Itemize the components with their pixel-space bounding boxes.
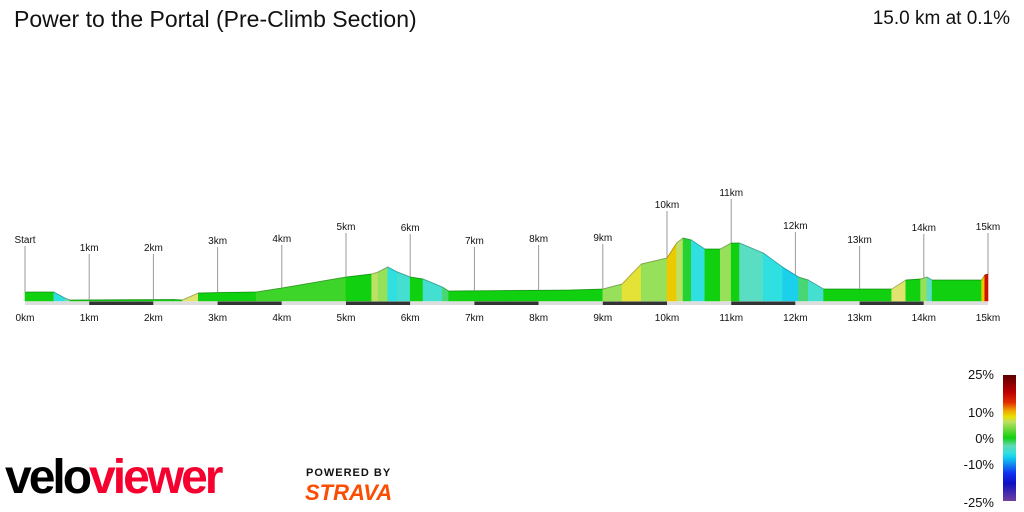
profile-segment [281,276,347,302]
x-tick-label: 1km [80,313,99,324]
profile-segment [377,266,389,302]
axis-km-band [923,301,988,305]
x-tick-label: 7km [465,313,484,324]
page-title: Power to the Portal (Pre-Climb Section) [14,6,417,32]
profile-segment [345,273,372,302]
axis-km-band [410,301,475,305]
km-marker-label: 12km [783,221,807,232]
x-tick-label: 9km [593,313,612,324]
axis-km-band [538,301,603,305]
profile-segment [920,276,928,302]
km-marker-label: 3km [208,236,227,247]
legend-label-minus25: -25% [963,495,994,510]
profile-segment [371,271,379,302]
profile-segment [409,276,424,302]
profile-segment [387,266,398,302]
profile-segment [422,278,443,302]
profile-segment [807,279,824,302]
profile-segment [984,273,989,302]
profile-segment [719,242,732,302]
axis-km-band [217,301,282,305]
x-tick-label: 14km [912,313,936,324]
profile-segment [891,279,907,302]
km-marker-label: 7km [465,236,484,247]
x-tick-label: 13km [847,313,871,324]
legend-label-10: 10% [967,405,994,420]
x-tick-label: 15km [976,313,1000,324]
axis-km-band [795,301,860,305]
km-marker-label: 2km [144,243,163,254]
profile-segment [730,242,740,302]
profile-segment [682,237,692,302]
axis-km-band [89,301,154,305]
axis-km-band [731,301,796,305]
profile-segment [621,263,642,302]
profile-segment [931,279,982,302]
axis-km-band [346,301,411,305]
logo-viewer: viewer [89,451,223,504]
gradient-colorbar [1003,375,1016,501]
km-marker-label: 13km [847,235,871,246]
profile-segment [448,290,507,302]
profile-outline [25,237,989,301]
km-marker-label: 8km [529,234,548,245]
profile-segment [926,276,933,302]
km-marker-label: 11km [719,188,743,199]
axis-km-band [859,301,924,305]
logo-velo: velo [5,451,92,504]
axis-km-band [281,301,346,305]
km-marker-label: Start [14,235,35,246]
profile-segment [506,289,572,302]
profile-segment [691,239,706,302]
x-tick-label: 4km [272,313,291,324]
x-tick-label: 0km [16,313,35,324]
route-summary: 15.0 km at 0.1% [872,8,1010,29]
profile-segment [704,248,721,302]
profile-segment [666,241,677,302]
km-marker-label: 10km [655,200,679,211]
powered-by-label: POWERED BY [306,467,392,479]
x-tick-label: 12km [783,313,807,324]
profile-segment [217,291,257,302]
legend-label-minus10: -10% [963,457,994,472]
profile-segment [641,260,655,302]
km-marker-label: 4km [272,234,291,245]
axis-km-band [153,301,218,305]
profile-segment [676,237,684,302]
profile-segment [798,276,809,302]
profile-segment [24,291,55,302]
profile-segment [198,292,218,302]
x-tick-label: 10km [655,313,679,324]
x-tick-label: 3km [208,313,227,324]
km-marker-label: 14km [912,223,936,234]
profile-segment [905,278,921,302]
legend-label-0: 0% [975,431,994,446]
km-marker-label: 1km [80,243,99,254]
legend-label-25: 25% [967,367,994,382]
strava-logo: STRAVA [305,480,393,505]
veloviewer-logo: veloviewer [5,451,223,504]
x-tick-label: 11km [719,313,743,324]
axis-km-band [602,301,667,305]
km-marker-label: 6km [401,223,420,234]
axis-km-band [25,301,90,305]
x-tick-label: 6km [401,313,420,324]
x-tick-label: 5km [337,313,356,324]
profile-segment [653,257,668,302]
profile-segment [823,288,893,302]
x-tick-label: 2km [144,313,163,324]
profile-segment [570,288,604,302]
axis-km-band [667,301,732,305]
x-tick-label: 8km [529,313,548,324]
km-marker-label: 15km [976,222,1000,233]
km-marker-label: 9km [593,233,612,244]
km-marker-label: 5km [337,222,356,233]
axis-km-band [474,301,539,305]
